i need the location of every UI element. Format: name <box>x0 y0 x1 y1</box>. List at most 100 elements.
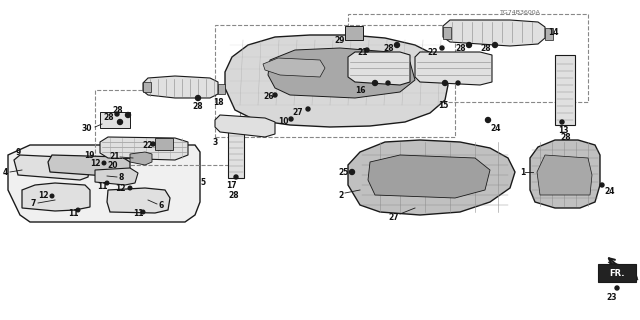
Circle shape <box>105 181 109 185</box>
Polygon shape <box>415 52 492 85</box>
Circle shape <box>128 186 132 190</box>
Polygon shape <box>348 140 515 215</box>
Text: 3: 3 <box>213 138 218 147</box>
Text: 2: 2 <box>338 190 343 199</box>
Circle shape <box>234 175 238 179</box>
Circle shape <box>273 93 277 97</box>
Text: 11: 11 <box>97 181 108 190</box>
Bar <box>345 26 363 40</box>
Text: 11: 11 <box>68 209 79 218</box>
Text: 28: 28 <box>103 113 114 122</box>
Circle shape <box>118 119 122 124</box>
Circle shape <box>486 117 490 123</box>
Bar <box>218 84 225 94</box>
Text: 28: 28 <box>112 106 123 115</box>
Bar <box>598 264 636 282</box>
Text: 1: 1 <box>520 167 525 177</box>
Bar <box>143 82 151 92</box>
Circle shape <box>306 107 310 111</box>
Text: 5: 5 <box>200 178 205 187</box>
Polygon shape <box>608 262 638 280</box>
Text: 28: 28 <box>560 132 571 141</box>
Bar <box>100 112 130 128</box>
Text: 28: 28 <box>480 44 491 52</box>
Polygon shape <box>14 155 90 180</box>
Circle shape <box>442 81 447 85</box>
Circle shape <box>600 183 604 187</box>
Bar <box>545 28 553 40</box>
Circle shape <box>394 43 399 47</box>
Text: 30: 30 <box>82 124 93 132</box>
Circle shape <box>440 46 444 50</box>
Circle shape <box>372 81 378 85</box>
Text: 11: 11 <box>133 210 143 219</box>
Circle shape <box>349 170 355 174</box>
Text: 10: 10 <box>278 116 289 125</box>
Text: 12: 12 <box>38 191 49 201</box>
Bar <box>215 25 455 137</box>
Text: 21: 21 <box>109 151 120 161</box>
Circle shape <box>365 48 369 52</box>
Polygon shape <box>530 140 600 208</box>
Polygon shape <box>368 155 490 198</box>
Text: 15: 15 <box>438 100 449 109</box>
Text: 17: 17 <box>226 180 237 189</box>
Polygon shape <box>130 152 152 165</box>
Circle shape <box>386 81 390 85</box>
Text: 12: 12 <box>115 183 125 193</box>
Text: 8: 8 <box>118 172 124 181</box>
Polygon shape <box>8 145 200 222</box>
Circle shape <box>467 43 472 47</box>
Circle shape <box>125 113 131 117</box>
Text: 27: 27 <box>292 108 303 116</box>
Text: 29: 29 <box>334 36 344 44</box>
Text: 22: 22 <box>427 47 438 57</box>
Text: 7: 7 <box>30 198 35 207</box>
Text: 27: 27 <box>388 213 399 222</box>
Text: 6: 6 <box>158 201 163 210</box>
Polygon shape <box>95 168 138 185</box>
Text: 19: 19 <box>84 150 95 159</box>
Text: 25: 25 <box>338 167 348 177</box>
Circle shape <box>493 43 497 47</box>
Text: 24: 24 <box>604 188 614 196</box>
Text: 28: 28 <box>192 101 203 110</box>
Polygon shape <box>537 155 592 195</box>
Text: 23: 23 <box>607 293 617 302</box>
Text: 14: 14 <box>548 28 559 36</box>
Circle shape <box>151 142 155 146</box>
Polygon shape <box>100 137 188 160</box>
Text: 28: 28 <box>383 44 394 52</box>
Bar <box>443 27 451 39</box>
Text: 4: 4 <box>3 167 8 177</box>
Circle shape <box>560 120 564 124</box>
Circle shape <box>102 161 106 165</box>
Polygon shape <box>263 58 325 77</box>
Text: 28: 28 <box>228 190 239 199</box>
Polygon shape <box>443 20 545 46</box>
Polygon shape <box>22 183 90 211</box>
Text: FR.: FR. <box>609 268 625 277</box>
Polygon shape <box>225 35 448 127</box>
Circle shape <box>289 117 293 121</box>
Text: 18: 18 <box>213 98 223 107</box>
Text: 24: 24 <box>490 124 500 132</box>
Text: 28: 28 <box>455 44 466 52</box>
Text: 13: 13 <box>558 125 568 134</box>
Polygon shape <box>48 155 130 177</box>
Circle shape <box>615 286 619 290</box>
Text: 21: 21 <box>357 47 367 57</box>
Text: 16: 16 <box>355 85 365 94</box>
Circle shape <box>195 95 200 100</box>
Bar <box>95 90 240 165</box>
Bar <box>348 14 588 102</box>
Bar <box>555 55 575 125</box>
Circle shape <box>50 194 54 198</box>
Polygon shape <box>143 76 218 98</box>
Text: 26: 26 <box>263 92 273 100</box>
Text: 12: 12 <box>90 158 100 167</box>
Bar <box>155 138 173 150</box>
Text: 20: 20 <box>107 161 118 170</box>
Polygon shape <box>107 188 170 213</box>
Polygon shape <box>348 52 410 85</box>
